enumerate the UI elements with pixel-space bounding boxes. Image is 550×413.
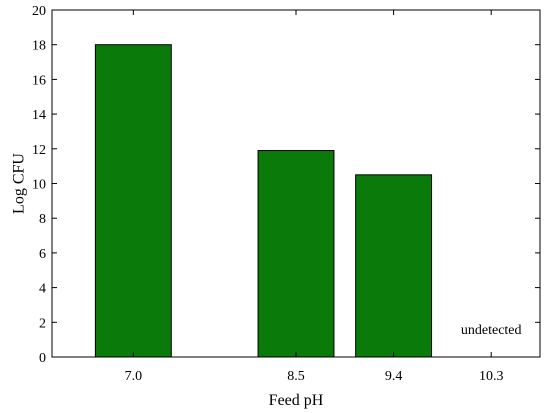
y-tick-label: 12 (32, 143, 46, 158)
y-tick-label: 2 (39, 316, 46, 331)
axis-ticks (52, 9, 540, 358)
x-axis-title: Feed pH (269, 392, 324, 409)
y-tick-label: 16 (32, 73, 46, 88)
bar-8.5 (257, 150, 335, 358)
y-tick-label: 0 (39, 351, 46, 366)
y-tick-label: 20 (32, 4, 46, 19)
x-tick-label: 10.3 (479, 369, 504, 384)
y-tick-label: 18 (32, 39, 46, 54)
y-tick-label: 6 (39, 247, 46, 262)
y-tick-label: 4 (39, 282, 46, 297)
bar-7.0 (94, 44, 172, 358)
y-tick-label: 14 (32, 108, 46, 123)
y-tick-label: 8 (39, 212, 46, 227)
bars-group (94, 44, 433, 358)
x-tick-label: 7.0 (125, 369, 143, 384)
x-tick-label: 8.5 (287, 369, 305, 384)
annotation-label: undetected (461, 323, 522, 338)
tick-labels: 0 2 4 6 8 10 12 14 16 18 20 7.0 8.5 9.4 10.3 (32, 4, 503, 384)
x-tick-label: 9.4 (385, 369, 403, 384)
y-axis-title: Log CFU (11, 153, 28, 214)
bar-9.4 (355, 174, 433, 358)
annotations: undetected (461, 323, 522, 338)
y-tick-label: 10 (32, 178, 46, 193)
